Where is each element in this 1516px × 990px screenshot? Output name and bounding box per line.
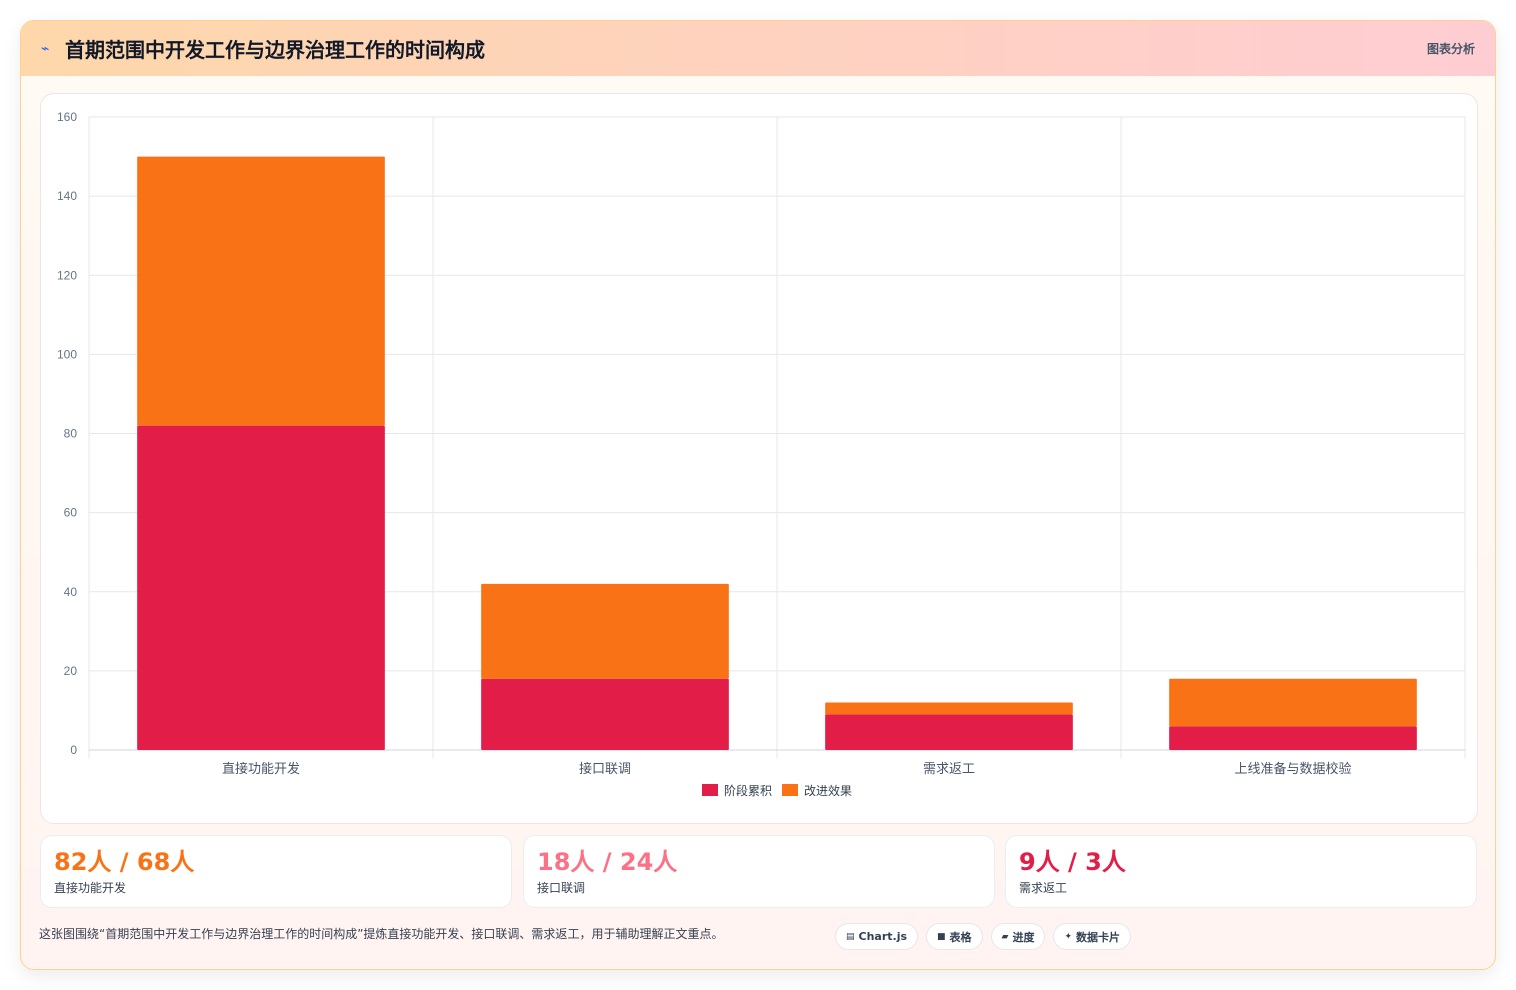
bar [137, 425, 385, 750]
x-tick-label: 直接功能开发 [222, 761, 300, 777]
progress-icon: ▰ [1001, 931, 1009, 942]
chip-label: 数据卡片 [1076, 930, 1121, 944]
chip-data-card[interactable]: ✦ 数据卡片 [1053, 923, 1132, 950]
x-tick-label: 上线准备与数据校验 [1234, 761, 1351, 777]
y-tick-label: 40 [64, 585, 78, 599]
trend-icon: ⌁ [41, 40, 50, 57]
sparkle-icon: ✦ [1064, 931, 1073, 942]
chart-title: 首期范围中开发工作与边界治理工作的时间构成 [65, 38, 485, 62]
y-tick-label: 20 [64, 664, 78, 678]
chip-table[interactable]: ■ 表格 [926, 923, 983, 950]
tag-chips: ▤ Chart.js ■ 表格 ▰ 进度 ✦ 数据卡片 [835, 923, 1132, 950]
stat-card-1: 82人 / 68人 直接功能开发 [40, 835, 512, 908]
stacked-bar-chart: 0 20 40 60 80 100 120 140 160 直接功能开发 接口联调 需求返工 上线准备与… [57, 110, 1466, 798]
footer-description: 这张图围绕“首期范围中开发工作与边界治理工作的时间构成”提炼直接功能开发、接口联… [39, 927, 724, 941]
chart-panel: 0 20 40 60 80 100 120 140 160 直接功能开发 接口联调 需求返工 上线准备与… [40, 93, 1478, 824]
legend-swatch [702, 784, 718, 796]
y-tick-label: 60 [64, 506, 78, 520]
chart-card: ⌁ 首期范围中开发工作与边界治理工作的时间构成 图表分析 0 20 40 60 80 10… [20, 20, 1496, 970]
bar [137, 156, 385, 426]
stat-label: 接口联调 [537, 881, 586, 895]
stat-card-2: 18人 / 24人 接口联调 [523, 835, 995, 908]
y-tick-label: 100 [57, 347, 77, 361]
title-group: ⌁ 首期范围中开发工作与边界治理工作的时间构成 [41, 34, 485, 63]
x-tick-label: 接口联调 [579, 761, 631, 777]
y-tick-label: 140 [57, 189, 77, 203]
legend-label: 改进效果 [804, 783, 852, 798]
bar [825, 702, 1073, 715]
table-icon: ■ [937, 931, 946, 942]
chip-label: Chart.js [858, 930, 908, 943]
bar [481, 583, 729, 679]
chip-label: 表格 [949, 930, 972, 944]
stat-label: 需求返工 [1019, 881, 1068, 895]
header-tag: 图表分析 [1426, 42, 1475, 56]
stat-value: 18人 / 24人 [537, 848, 678, 876]
bar [1169, 678, 1417, 727]
chip-progress[interactable]: ▰ 进度 [990, 923, 1046, 950]
bar [825, 714, 1073, 750]
chip-chartjs[interactable]: ▤ Chart.js [835, 923, 919, 950]
bar [481, 678, 729, 750]
stat-value: 9人 / 3人 [1019, 848, 1126, 876]
stat-label: 直接功能开发 [54, 881, 127, 895]
stat-value: 82人 / 68人 [54, 848, 195, 876]
chip-label: 进度 [1012, 930, 1035, 944]
bar [1169, 726, 1417, 750]
y-tick-label: 80 [64, 427, 78, 441]
card-header: ⌁ 首期范围中开发工作与边界治理工作的时间构成 图表分析 [21, 21, 1495, 76]
y-tick-label: 160 [57, 110, 77, 124]
legend-label: 阶段累积 [724, 783, 772, 798]
y-tick-label: 0 [70, 743, 77, 757]
legend-swatch [782, 784, 798, 796]
stat-card-3: 9人 / 3人 需求返工 [1005, 835, 1477, 908]
x-tick-label: 需求返工 [923, 762, 975, 777]
y-tick-label: 120 [57, 268, 77, 282]
chart-icon: ▤ [846, 931, 855, 942]
